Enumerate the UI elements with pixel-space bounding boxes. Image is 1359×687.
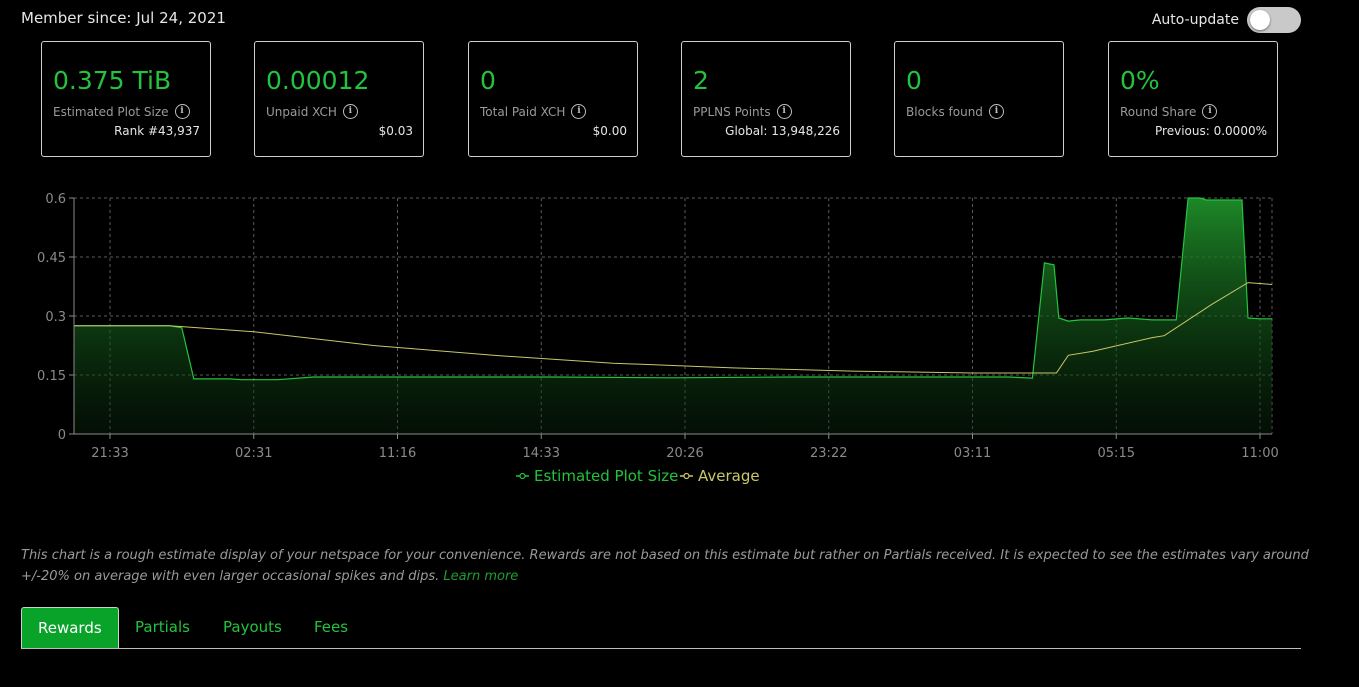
auto-update-label: Auto-update — [1151, 12, 1239, 28]
toggle-knob — [1250, 10, 1270, 30]
card-label: Blocks found — [906, 104, 983, 119]
card-label: Round Share — [1120, 104, 1197, 119]
card-label-row: PPLNS Points i — [693, 104, 792, 119]
x-tick-label: 11:16 — [379, 446, 416, 461]
info-icon[interactable]: i — [776, 104, 792, 119]
info-icon[interactable]: i — [571, 104, 587, 119]
y-tick-label: 0.45 — [37, 251, 66, 266]
card-subtext: Previous: 0.0000% — [1155, 124, 1267, 138]
card-label: Estimated Plot Size — [53, 104, 169, 119]
average-line — [74, 282, 1273, 374]
x-tick-label: 11:00 — [1241, 446, 1278, 461]
card-total-paid-xch: 0 Total Paid XCH i $0.00 — [468, 41, 638, 157]
card-label: Unpaid XCH — [266, 104, 337, 119]
disclaimer-text: This chart is a rough estimate display o… — [21, 548, 1309, 584]
learn-more-link[interactable]: Learn more — [443, 569, 519, 584]
chart-axes: 0.6 0.45 0.3 0.15 0 21:33 02:31 11:16 14:33 20:26… — [37, 192, 1279, 461]
y-tick-label: 0.15 — [37, 369, 66, 384]
x-tick-label: 20:26 — [666, 446, 703, 461]
y-tick-label: 0.3 — [45, 310, 66, 325]
card-unpaid-xch: 0.00012 Unpaid XCH i $0.03 — [254, 41, 424, 157]
member-since: Member since: Jul 24, 2021 — [21, 9, 226, 27]
chart-disclaimer: This chart is a rough estimate display o… — [21, 545, 1311, 587]
x-tick-label: 23:22 — [810, 446, 847, 461]
card-subtext: Rank #43,937 — [114, 124, 200, 138]
card-value: 0.375 TiB — [53, 66, 172, 95]
auto-update-toggle[interactable] — [1247, 7, 1301, 33]
tab-payouts[interactable]: Payouts — [223, 618, 282, 636]
legend-marker — [683, 472, 690, 480]
info-icon[interactable]: i — [342, 104, 358, 119]
card-label: PPLNS Points — [693, 104, 771, 119]
tab-fees[interactable]: Fees — [314, 618, 349, 636]
card-label-row: Total Paid XCH i — [480, 104, 587, 119]
info-icon[interactable]: i — [1202, 104, 1218, 119]
x-tick-label: 14:33 — [523, 446, 560, 461]
y-tick-label: 0 — [58, 428, 66, 443]
card-subtext: $0.03 — [378, 124, 413, 138]
card-value: 0% — [1120, 66, 1160, 95]
card-pplns-points: 2 PPLNS Points i Global: 13,948,226 — [681, 41, 851, 157]
legend-label: Estimated Plot Size — [534, 467, 678, 485]
chart-legend: Estimated Plot Size Average — [516, 467, 760, 485]
card-label-row: Round Share i — [1120, 104, 1218, 119]
x-tick-label: 02:31 — [235, 446, 272, 461]
tab-bar: Rewards Partials Payouts Fees — [21, 607, 1301, 649]
plot-size-line — [74, 197, 1272, 381]
tab-partials[interactable]: Partials — [135, 618, 190, 636]
legend-average: Average — [680, 467, 760, 485]
card-label-row: Blocks found i — [906, 104, 1004, 119]
plot-size-area — [74, 198, 1272, 434]
card-value: 0.00012 — [266, 66, 370, 95]
legend-plot-size: Estimated Plot Size — [516, 467, 678, 485]
auto-update: Auto-update — [1152, 7, 1301, 33]
x-tick-label: 05:15 — [1098, 446, 1135, 461]
legend-label: Average — [698, 467, 760, 485]
card-value: 2 — [693, 66, 709, 95]
card-round-share: 0% Round Share i Previous: 0.0000% — [1108, 41, 1278, 157]
card-value: 0 — [480, 66, 496, 95]
card-blocks-found: 0 Blocks found i — [894, 41, 1064, 157]
y-tick-label: 0.6 — [45, 192, 66, 207]
legend-marker — [519, 472, 526, 480]
card-label: Total Paid XCH — [480, 104, 566, 119]
card-subtext: $0.00 — [592, 124, 627, 138]
info-icon[interactable]: i — [174, 104, 190, 119]
x-tick-label: 03:11 — [954, 446, 991, 461]
tab-rewards[interactable]: Rewards — [21, 607, 119, 648]
card-subtext: Global: 13,948,226 — [725, 124, 840, 138]
card-label-row: Unpaid XCH i — [266, 104, 358, 119]
x-tick-label: 21:33 — [91, 446, 128, 461]
netspace-chart: 0.6 0.45 0.3 0.15 0 21:33 02:31 11:16 14:33 20:26… — [37, 192, 1279, 485]
card-value: 0 — [906, 66, 922, 95]
info-icon[interactable]: i — [988, 104, 1004, 119]
card-label-row: Estimated Plot Size i — [53, 104, 190, 119]
card-estimated-plot-size: 0.375 TiB Estimated Plot Size i Rank #43,… — [41, 41, 211, 157]
